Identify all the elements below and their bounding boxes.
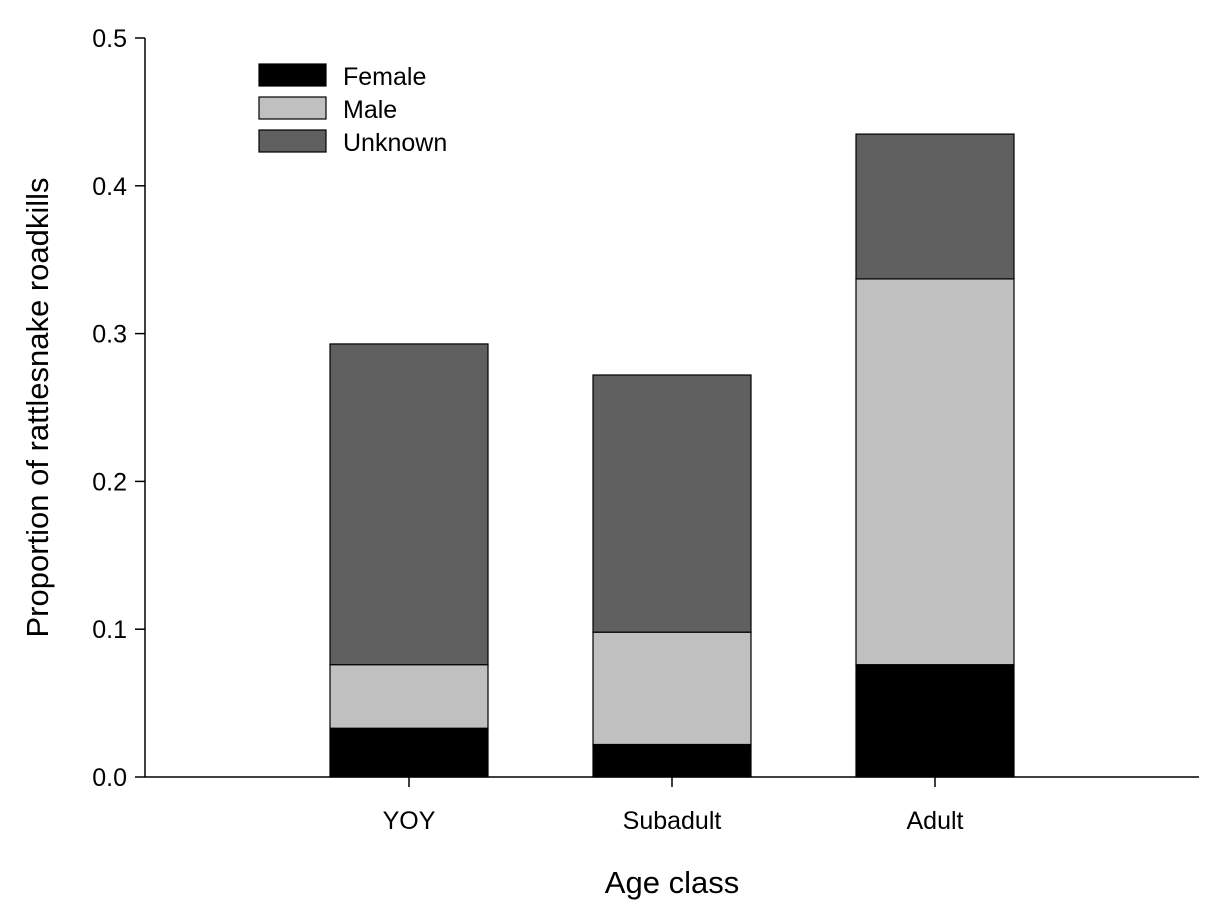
x-tick-label: Subadult [623, 807, 722, 835]
bar-female-adult [856, 665, 1014, 777]
legend: Female Male Unknown [259, 63, 447, 157]
y-ticks: 0.0 0.1 0.2 0.3 0.4 0.5 [92, 25, 145, 792]
y-tick-label: 0.4 [92, 173, 127, 201]
legend-swatch-male [259, 97, 326, 119]
y-tick-label: 0.5 [92, 25, 127, 53]
legend-label-unknown: Unknown [343, 129, 447, 157]
x-axis-title: Age class [605, 865, 739, 900]
bar-unknown-subadult [593, 375, 751, 632]
bar-unknown-yoy [330, 344, 488, 665]
y-tick-label: 0.0 [92, 764, 127, 792]
bar-female-yoy [330, 728, 488, 777]
x-tick-label: YOY [383, 807, 436, 835]
legend-label-male: Male [343, 96, 397, 124]
x-ticks: YOY Subadult Adult [383, 777, 964, 835]
bars-layer [330, 134, 1014, 777]
y-tick-label: 0.2 [92, 468, 127, 496]
x-tick-label: Adult [907, 807, 964, 835]
legend-swatch-unknown [259, 130, 326, 152]
bar-male-yoy [330, 665, 488, 729]
y-axis-title: Proportion of rattlesnake roadkills [20, 177, 55, 637]
bar-unknown-adult [856, 134, 1014, 279]
y-tick-label: 0.3 [92, 321, 127, 349]
y-tick-label: 0.1 [92, 616, 127, 644]
legend-swatch-female [259, 64, 326, 86]
bar-female-subadult [593, 744, 751, 777]
bar-male-subadult [593, 632, 751, 744]
legend-label-female: Female [343, 63, 426, 91]
bar-male-adult [856, 279, 1014, 665]
